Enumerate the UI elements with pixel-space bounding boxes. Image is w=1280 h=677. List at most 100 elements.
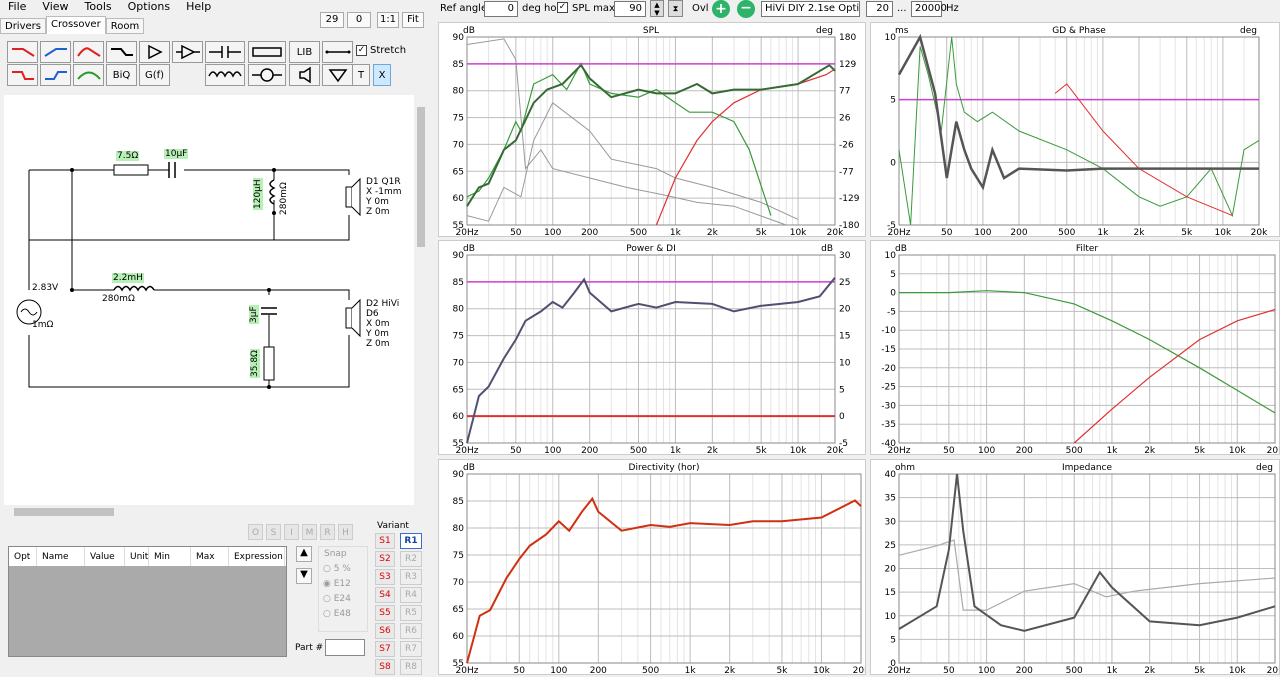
bandpass-green-button[interactable] — [73, 64, 104, 86]
x-button[interactable]: X — [373, 64, 391, 86]
variant-s2-button[interactable]: S2 — [375, 551, 395, 567]
inductor-l1[interactable] — [269, 179, 276, 205]
highpass2-button[interactable] — [40, 64, 71, 86]
shelf-button[interactable] — [106, 41, 137, 63]
opt-o-button[interactable]: O — [248, 524, 263, 540]
highpass1-button[interactable] — [40, 41, 71, 63]
wire-button[interactable] — [322, 41, 353, 63]
snap-option-e48[interactable]: ○ E48 — [323, 609, 351, 619]
spl-max-checkbox[interactable]: ✓ — [557, 2, 568, 13]
d1-label: D1 Q1R X -1mm Y 0m Z 0m — [366, 177, 402, 217]
menu-file[interactable]: File — [8, 0, 27, 13]
tab-room[interactable]: Room — [105, 18, 145, 34]
opt-h-button[interactable]: H — [338, 524, 353, 540]
menu-options[interactable]: Options — [127, 0, 171, 13]
offset-value-button[interactable]: 0 — [347, 12, 371, 28]
tab-drivers[interactable]: Drivers — [0, 18, 46, 34]
dir-left-unit: dB — [463, 463, 475, 473]
l1-label[interactable]: 120µH — [253, 178, 263, 210]
l2-label[interactable]: 2.2mH — [112, 273, 144, 283]
snap-option-e12[interactable]: ◉ E12 — [323, 579, 351, 589]
spl-spin-icon[interactable]: ▲ ▼ — [650, 0, 664, 17]
menu-help[interactable]: Help — [186, 0, 212, 13]
variant-r4-button[interactable]: R4 — [400, 587, 422, 603]
speaker-d2[interactable] — [345, 298, 361, 338]
lib-button[interactable]: LIB — [289, 41, 320, 63]
resistor-r1[interactable] — [113, 164, 149, 176]
variant-s1-button[interactable]: S1 — [375, 533, 395, 549]
zoom-1-1-button[interactable]: 1:1 — [377, 12, 399, 28]
lowpass2-button[interactable] — [7, 64, 38, 86]
variant-s6-button[interactable]: S6 — [375, 623, 395, 639]
project-name-input[interactable]: HiVi DIY 2.1se Optimized — [761, 1, 860, 17]
r2-label[interactable]: 35.8Ω — [250, 349, 260, 378]
variant-r7-button[interactable]: R7 — [400, 641, 422, 657]
opt-m-button[interactable]: M — [302, 524, 317, 540]
fit-button[interactable]: Fit — [402, 12, 424, 28]
opt-r-button[interactable]: R — [320, 524, 335, 540]
move-up-button[interactable]: ▲ — [296, 546, 312, 562]
freq-min-input[interactable]: 20 — [866, 1, 893, 17]
variant-s4-button[interactable]: S4 — [375, 587, 395, 603]
opt-s-button[interactable]: S — [266, 524, 281, 540]
speaker-button[interactable] — [289, 64, 320, 86]
part-input[interactable] — [325, 639, 365, 656]
opt-i-button[interactable]: I — [284, 524, 299, 540]
gf-button[interactable]: G(f) — [139, 64, 170, 86]
buffer-button[interactable] — [139, 41, 170, 63]
freq-max-input[interactable]: 20000 — [911, 1, 947, 17]
menu-tools[interactable]: Tools — [84, 0, 112, 13]
variant-r5-button[interactable]: R5 — [400, 605, 422, 621]
capacitor-c2[interactable] — [261, 307, 277, 315]
schematic-canvas[interactable]: 7.5Ω 10µF 120µH 280mΩ 2.2mH 280mΩ 3µF 35… — [4, 95, 414, 505]
t-button[interactable]: T — [352, 64, 370, 86]
menu-view[interactable]: View — [42, 0, 69, 13]
parameter-grid[interactable]: Opt Name Value Unit Min Max Expression — [8, 546, 287, 657]
variant-r8-button[interactable]: R8 — [400, 659, 422, 675]
ref-angle-input[interactable]: 0 — [484, 1, 518, 17]
spl-title: SPL — [643, 26, 659, 36]
tab-crossover[interactable]: Crossover — [45, 16, 106, 34]
c2-label[interactable]: 3µF — [249, 305, 259, 324]
opamp-button[interactable] — [172, 41, 203, 63]
variant-s8-button[interactable]: S8 — [375, 659, 395, 675]
impedance-plot[interactable]: 40 35 30 25 20 15 10 5 0 20Hz 50 100 200 500 1k 2k 5k 10k… — [870, 459, 1280, 676]
zoom-value-button[interactable]: 29 — [320, 12, 344, 28]
spl-plot[interactable]: 90 85 80 75 70 65 60 55 180 129 77 26 -26 -77 -129 -180… — [438, 22, 866, 238]
variant-s7-button[interactable]: S7 — [375, 641, 395, 657]
filter-plot[interactable]: 10 5 0 -5 -10 -15 -20 -25 -30 -35 -40 20Hz 50 100 200 5… — [870, 240, 1280, 456]
c1-label[interactable]: 10µF — [164, 149, 189, 159]
variant-s5-button[interactable]: S5 — [375, 605, 395, 621]
schematic-hscroll[interactable] — [4, 506, 414, 518]
stretch-checkbox[interactable]: ✓ — [356, 45, 367, 56]
resistor-r2[interactable] — [263, 346, 275, 381]
capacitor-c1[interactable] — [168, 162, 176, 178]
schematic-vscroll[interactable] — [415, 95, 427, 505]
variant-r1-button[interactable]: R1 — [400, 533, 422, 549]
r1-label[interactable]: 7.5Ω — [116, 151, 140, 161]
variant-r6-button[interactable]: R6 — [400, 623, 422, 639]
inductor-button[interactable] — [205, 64, 245, 86]
hourglass-icon[interactable]: ⧗ — [668, 0, 683, 17]
variant-s3-button[interactable]: S3 — [375, 569, 395, 585]
spl-max-input[interactable]: 90 — [614, 1, 646, 17]
snap-option-e24[interactable]: ○ E24 — [323, 594, 351, 604]
capacitor-button[interactable] — [205, 41, 245, 63]
lowpass1-button[interactable] — [7, 41, 38, 63]
gd-phase-plot[interactable]: 10 5 0 -5 20Hz 50 100 200 500 1k 2k 5k 10k 20k GD & Ph… — [870, 22, 1280, 238]
biq-button[interactable]: BiQ — [106, 64, 137, 86]
move-down-button[interactable]: ▼ — [296, 568, 312, 584]
power-di-plot[interactable]: 90 85 80 75 70 65 60 55 30 25 20 15 10 5 0 -5 20Hz 50 100 2… — [438, 240, 866, 456]
add-overlay-icon[interactable]: + — [712, 0, 730, 18]
inductor-l2[interactable] — [113, 285, 155, 292]
variant-r2-button[interactable]: R2 — [400, 551, 422, 567]
directivity-plot[interactable]: 90 85 80 75 70 65 60 55 20Hz 50 100 200 500 1k 2k 5k 10k… — [438, 459, 870, 676]
remove-overlay-icon[interactable]: − — [737, 0, 755, 18]
snap-option-5pct[interactable]: ○ 5 % — [323, 564, 351, 574]
transformer-button[interactable] — [248, 64, 286, 86]
ground-button[interactable] — [322, 64, 353, 86]
resistor-button[interactable] — [248, 41, 286, 63]
bandpass-red-button[interactable] — [73, 41, 104, 63]
variant-r3-button[interactable]: R3 — [400, 569, 422, 585]
speaker-d1[interactable] — [345, 177, 361, 217]
